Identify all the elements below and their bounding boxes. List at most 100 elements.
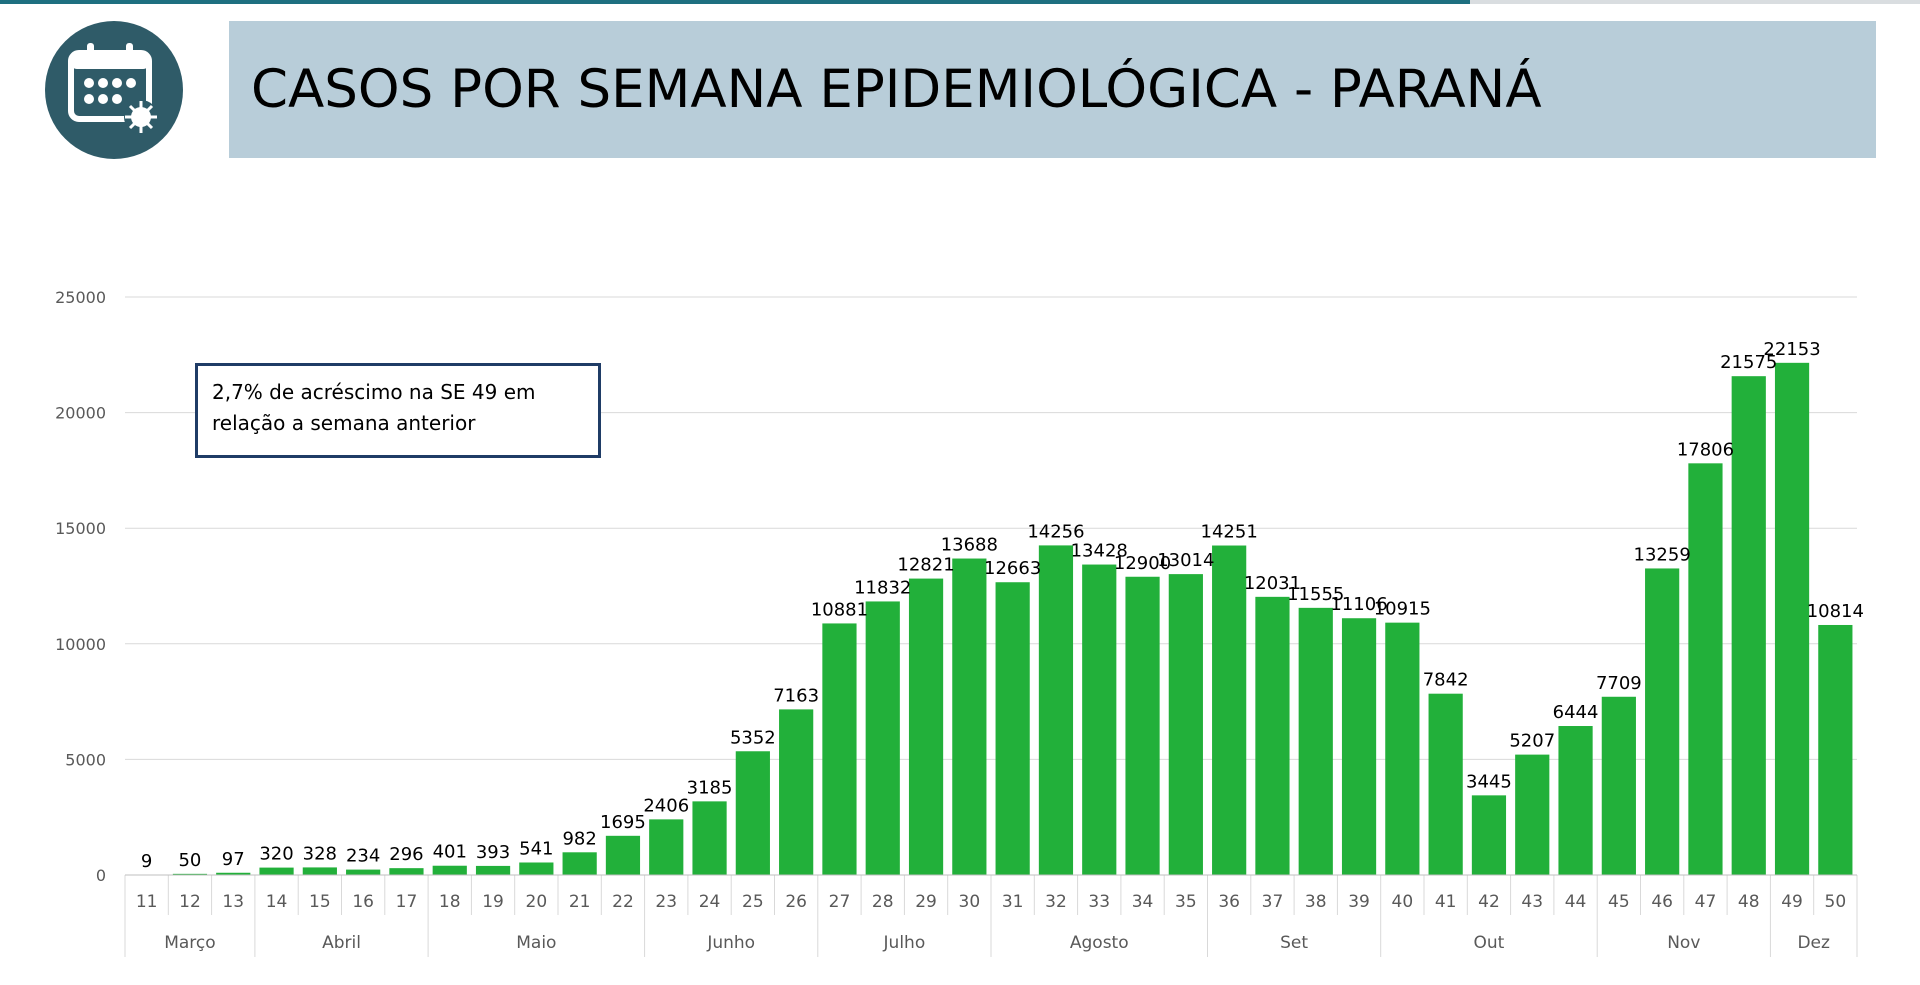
x-tick-label: 48 [1738,892,1760,912]
bar [216,872,251,875]
month-label: Set [1280,933,1308,953]
x-tick-label: 29 [915,892,937,912]
bar-data-label: 12900 [1114,553,1171,574]
x-tick-label: 16 [352,892,374,912]
bar-data-label: 97 [222,849,245,870]
bar [1298,607,1333,875]
month-label: Nov [1667,933,1700,953]
bar-data-label: 982 [562,828,596,849]
x-tick-label: 44 [1565,892,1587,912]
month-label: Abril [322,933,361,953]
x-tick-label: 36 [1218,892,1240,912]
month-label: Junho [706,933,755,953]
bar-data-label: 2406 [643,795,689,816]
bar-data-label: 393 [476,842,510,863]
bar-data-label: 14256 [1027,521,1084,542]
bar [952,558,987,875]
x-tick-label: 38 [1305,892,1327,912]
bar-data-label: 5352 [730,727,776,748]
x-tick-label: 35 [1175,892,1197,912]
bar-data-label: 1695 [600,812,646,833]
bar [389,868,424,875]
bar [649,819,684,875]
x-tick-label: 21 [569,892,591,912]
bar [1515,754,1550,875]
month-label: Julho [883,933,926,953]
bar-data-label: 13259 [1634,544,1691,565]
bar [259,867,294,875]
y-tick-label: 10000 [55,635,106,654]
bar-data-label: 7163 [773,685,819,706]
x-tick-label: 17 [396,892,418,912]
bar-data-label: 12821 [897,555,954,576]
bar-data-label: 21575 [1720,352,1777,373]
bar [605,835,641,875]
calendar-virus-icon [45,21,183,159]
chart-bars [129,362,1853,875]
bar-data-label: 50 [178,850,201,871]
bar-data-label: 13428 [1071,541,1128,562]
month-label: Março [164,933,215,953]
chart-x-axis: 11 12 13 14 15 16 17 18 19 20 21 22 23 24 25 26 27 28 29 30… [124,874,1858,957]
bar-data-label: 10915 [1374,599,1431,620]
x-tick-label: 49 [1781,892,1803,912]
bar [519,862,554,875]
bar-data-label: 17806 [1677,439,1734,460]
bar [562,852,597,875]
x-tick-label: 23 [655,892,677,912]
bar-data-label: 401 [433,842,467,863]
y-tick-label: 0 [96,866,106,885]
bar [1601,696,1636,875]
bar-data-label: 234 [346,846,380,867]
bar [1731,376,1766,875]
bar [1168,574,1203,875]
x-tick-label: 28 [872,892,894,912]
bar [779,709,814,875]
month-label: Maio [516,933,556,953]
x-tick-label: 39 [1348,892,1370,912]
bar [735,751,770,875]
bar [1818,624,1853,875]
bar-data-label: 328 [303,843,337,864]
x-tick-label: 11 [136,892,158,912]
bar [865,601,900,875]
top-accent-bar-light [1470,0,1920,4]
bar [346,869,381,875]
x-tick-label: 25 [742,892,764,912]
x-tick-label: 27 [829,892,851,912]
bar-data-label: 6444 [1553,702,1599,723]
bar-data-label: 9 [141,851,152,872]
month-label: Agosto [1070,933,1129,953]
month-label: Out [1474,933,1505,953]
bar-data-label: 12031 [1244,573,1301,594]
y-tick-label: 25000 [55,288,106,307]
bar-data-label: 11555 [1287,584,1344,605]
x-tick-label: 41 [1435,892,1457,912]
bar-data-label: 13014 [1157,550,1214,571]
x-tick-label: 14 [266,892,288,912]
bar [1082,564,1117,875]
x-tick-label: 12 [179,892,201,912]
bar [692,801,727,875]
x-tick-label: 40 [1392,892,1414,912]
x-tick-label: 37 [1262,892,1284,912]
bar [1212,545,1247,875]
bar-data-label: 7842 [1423,670,1469,691]
bar [1428,693,1463,875]
page-title: CASOS POR SEMANA EPIDEMIOLÓGICA - PARANÁ [251,59,1542,120]
x-tick-label: 45 [1608,892,1630,912]
x-tick-label: 47 [1695,892,1717,912]
bar-data-label: 320 [259,844,293,865]
bar [822,623,857,875]
bar [1471,795,1507,875]
bar [1255,596,1290,875]
x-tick-label: 13 [222,892,244,912]
y-tick-label: 20000 [55,404,106,423]
bar-data-label: 296 [389,844,423,865]
bar-data-label: 7709 [1596,673,1642,694]
bar [1688,463,1723,875]
x-tick-label: 33 [1088,892,1110,912]
bar-data-label: 5207 [1509,731,1555,752]
x-tick-label: 24 [699,892,721,912]
bar-data-label: 14251 [1201,522,1258,543]
